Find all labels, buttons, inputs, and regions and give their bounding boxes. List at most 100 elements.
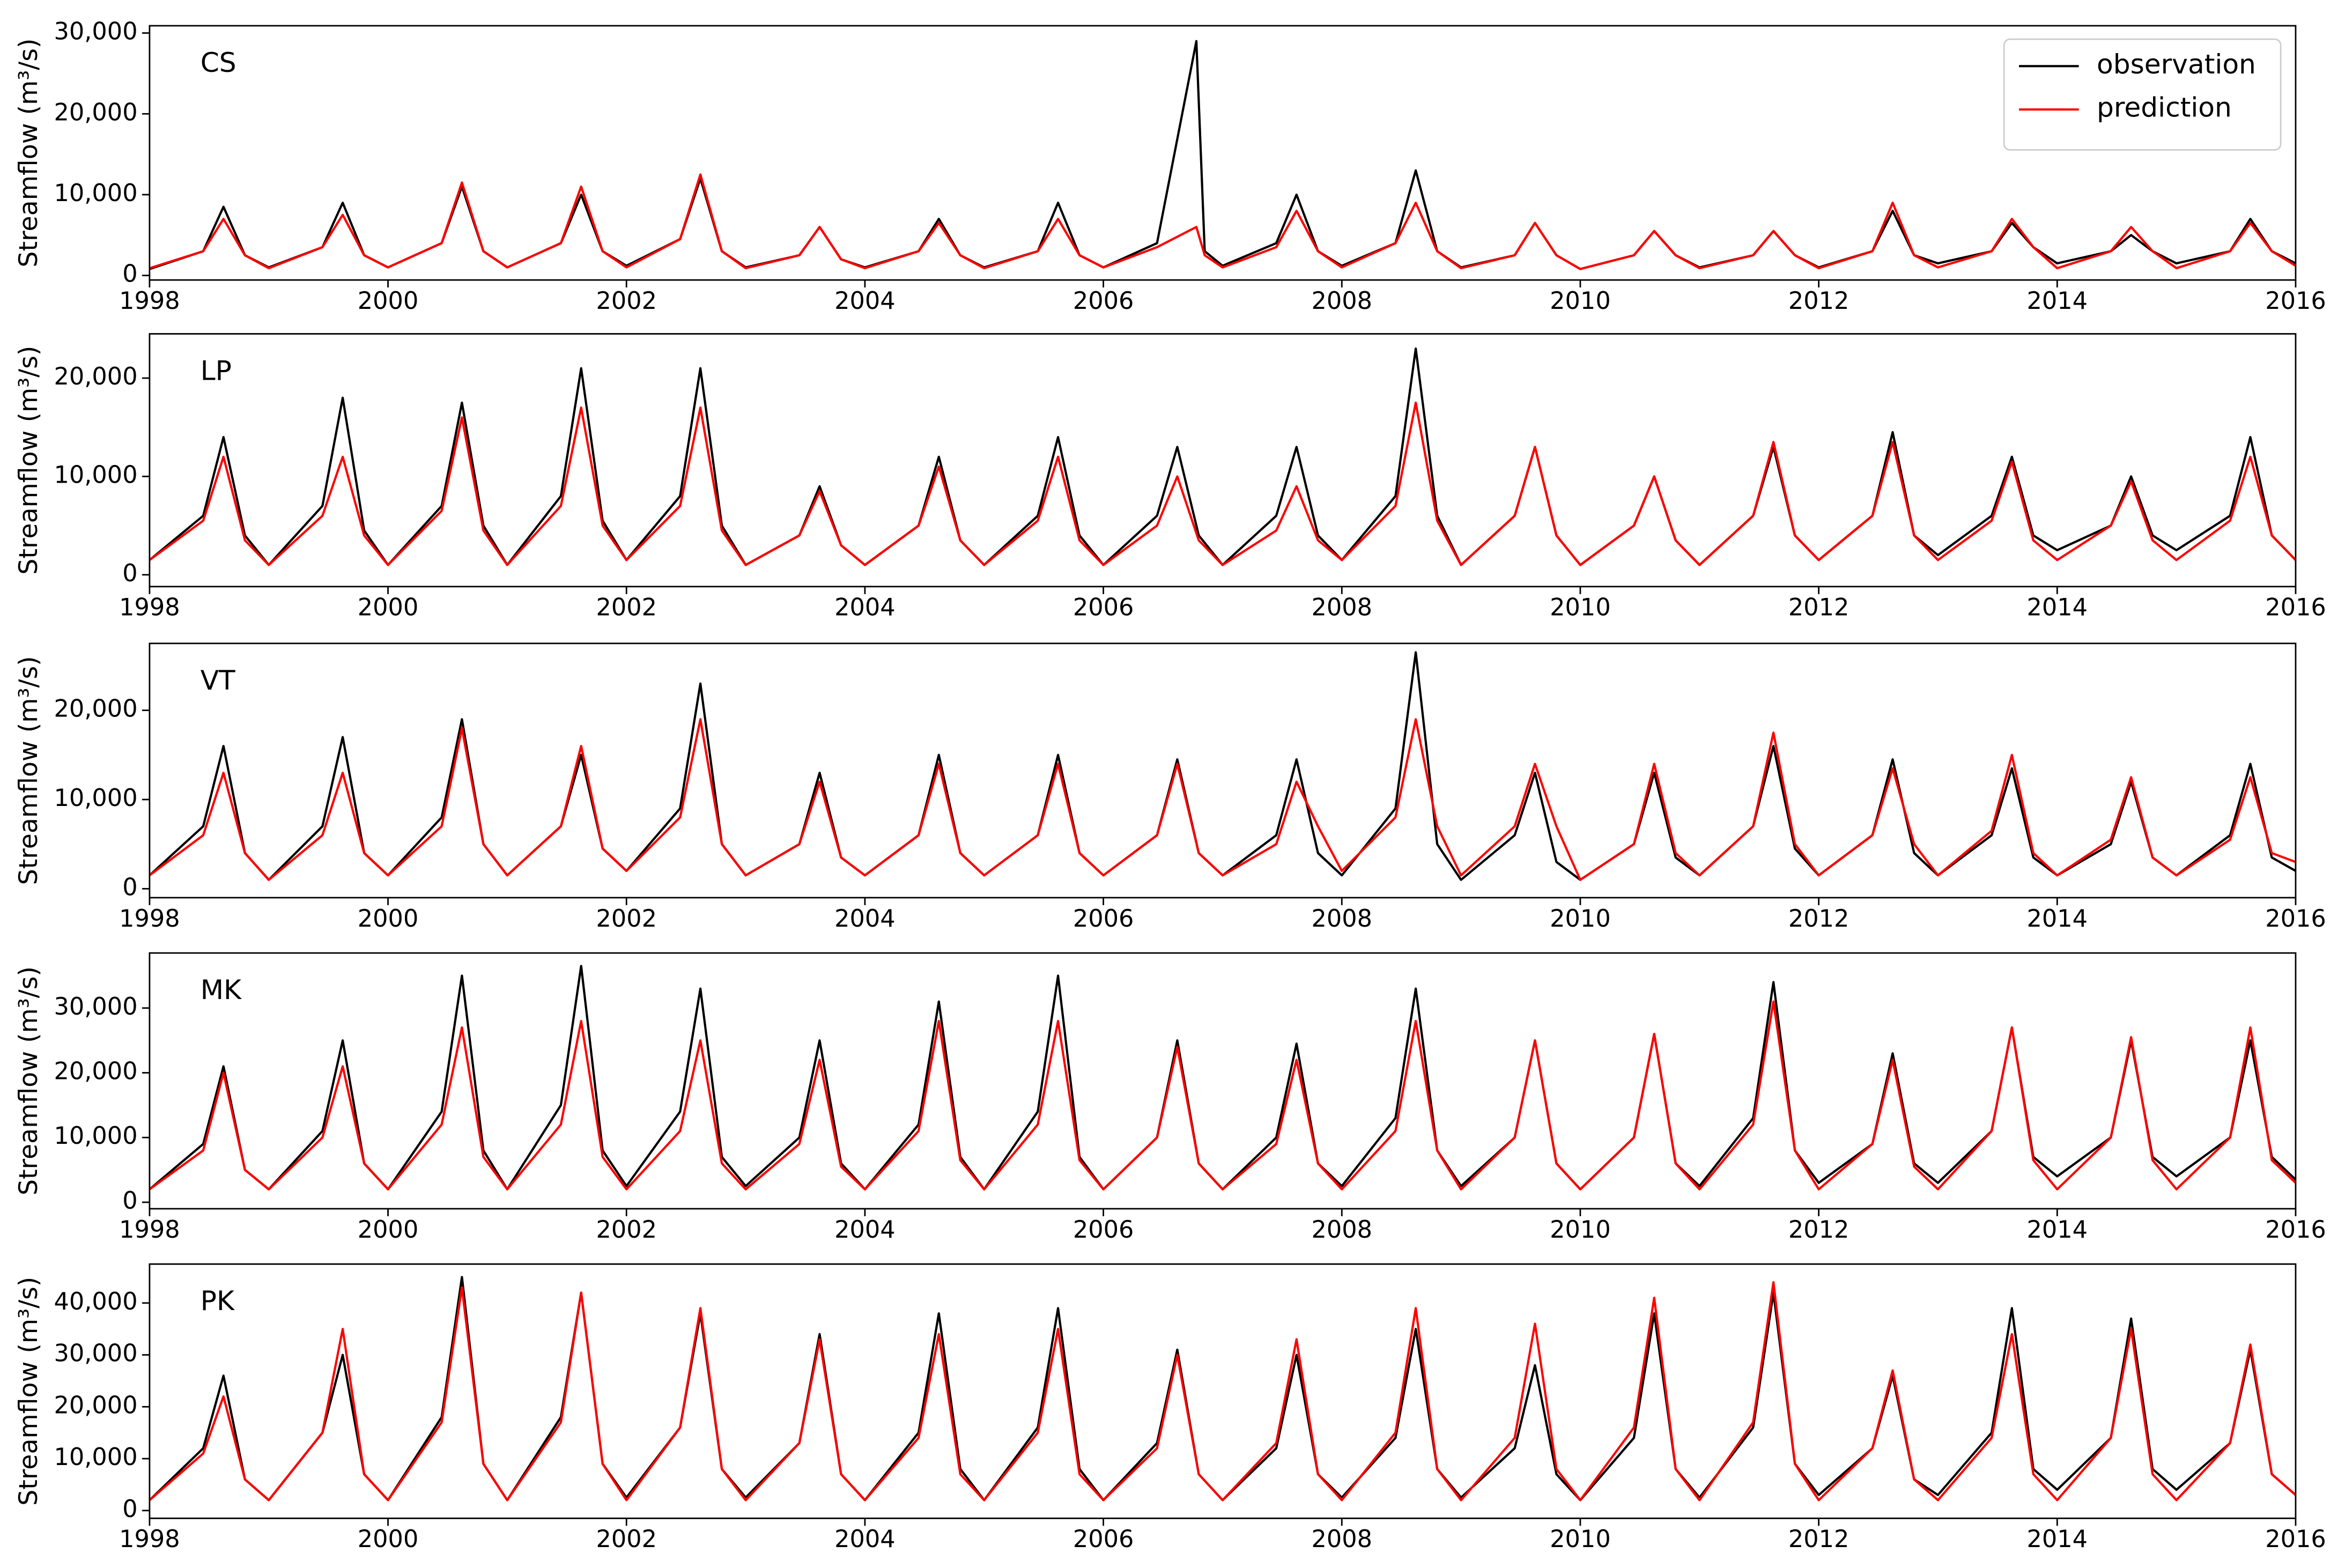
- panel: 0 10,000 20,000 30,000 40,000 1998 2000 2002 200…: [14, 1263, 2326, 1553]
- series-line: [149, 173, 2296, 270]
- plot-frame: [149, 333, 2297, 588]
- x-tick-label: 2008: [1312, 1216, 1373, 1244]
- y-tick-label: 30,000: [54, 18, 137, 46]
- x-tick-label: 2000: [358, 905, 419, 933]
- x-tick-label: 2002: [596, 287, 657, 315]
- y-axis-label: Streamflow (m³/s): [14, 656, 43, 885]
- x-tick-label: 2008: [1312, 905, 1373, 933]
- y-tick-label: 0: [122, 873, 137, 901]
- x-tick-label: 2002: [596, 905, 657, 933]
- x-tick-label: 2006: [1073, 1525, 1134, 1553]
- y-tick-label: 0: [122, 559, 137, 587]
- x-tick-label: 2014: [2027, 1525, 2088, 1553]
- x-tick-label: 2004: [834, 287, 896, 315]
- y-axis-label: Streamflow (m³/s): [14, 39, 43, 268]
- x-tick-label: 2010: [1550, 287, 1611, 315]
- x-tick-label: 1998: [119, 905, 180, 933]
- x-tick-label: 2010: [1550, 1525, 1611, 1553]
- legend-label: prediction: [2097, 92, 2232, 123]
- x-tick-label: 2002: [596, 594, 657, 622]
- x-tick-label: 1998: [119, 287, 180, 315]
- x-tick-label: 2004: [834, 905, 896, 933]
- x-tick-label: 2012: [1788, 1525, 1850, 1553]
- plot-frame: [149, 642, 2297, 899]
- x-tick-label: 2010: [1550, 1216, 1611, 1244]
- x-tick-label: 2014: [2027, 594, 2088, 622]
- x-tick-label: 2012: [1788, 905, 1850, 933]
- x-tick-label: 2014: [2027, 1216, 2088, 1244]
- x-tick-label: 2016: [2265, 287, 2326, 315]
- panel: 0 10,000 20,000 1998 2000 2002 2004 2006 2008 201…: [14, 642, 2326, 933]
- x-tick-label: 2012: [1788, 594, 1850, 622]
- x-tick-label: 2000: [358, 594, 419, 622]
- y-axis-label: Streamflow (m³/s): [14, 1277, 43, 1506]
- x-tick-label: 2006: [1073, 594, 1134, 622]
- y-tick-label: 20,000: [54, 1391, 137, 1419]
- series-line: [149, 40, 2296, 270]
- x-tick-label: 2002: [596, 1216, 657, 1244]
- x-tick-label: 2008: [1312, 287, 1373, 315]
- x-tick-label: 2012: [1788, 287, 1850, 315]
- x-tick-label: 2014: [2027, 905, 2088, 933]
- y-tick-label: 10,000: [54, 1443, 137, 1471]
- panel-label: LP: [201, 355, 232, 387]
- x-tick-label: 2016: [2265, 1216, 2326, 1244]
- x-tick-label: 2016: [2265, 905, 2326, 933]
- x-tick-label: 2000: [358, 1216, 419, 1244]
- panel-label: MK: [201, 974, 242, 1005]
- x-tick-label: 2004: [834, 594, 896, 622]
- x-tick-label: 2000: [358, 1525, 419, 1553]
- plot-frame: [149, 952, 2297, 1210]
- x-tick-label: 2006: [1073, 905, 1134, 933]
- x-tick-label: 2008: [1312, 1525, 1373, 1553]
- y-tick-label: 10,000: [54, 1122, 137, 1150]
- panel: 0 10,000 20,000 30,000 1998 2000 2002 2004 2006 2…: [14, 952, 2326, 1244]
- x-tick-label: 2002: [596, 1525, 657, 1553]
- y-tick-label: 0: [122, 1495, 137, 1523]
- y-axis-label: Streamflow (m³/s): [14, 346, 43, 575]
- panel-label: VT: [201, 664, 235, 696]
- y-axis-label: Streamflow (m³/s): [14, 966, 43, 1195]
- x-tick-label: 2010: [1550, 905, 1611, 933]
- x-tick-label: 2006: [1073, 1216, 1134, 1244]
- x-tick-label: 2012: [1788, 1216, 1850, 1244]
- x-tick-label: 2014: [2027, 287, 2088, 315]
- panel-label: PK: [201, 1285, 235, 1316]
- x-tick-label: 2010: [1550, 594, 1611, 622]
- x-tick-label: 2008: [1312, 594, 1373, 622]
- panel: 0 10,000 20,000 30,000 1998 2000 2002 2004 2006 2…: [14, 18, 2326, 315]
- y-tick-label: 40,000: [54, 1288, 137, 1315]
- y-tick-label: 0: [122, 1187, 137, 1215]
- y-tick-label: 10,000: [54, 461, 137, 489]
- y-tick-label: 30,000: [54, 1340, 137, 1367]
- series-line: [149, 1000, 2296, 1190]
- x-tick-label: 1998: [119, 1525, 180, 1553]
- y-tick-label: 20,000: [54, 98, 137, 126]
- panel-label: CS: [201, 47, 236, 78]
- x-tick-label: 2016: [2265, 1525, 2326, 1553]
- series-line: [149, 1281, 2296, 1502]
- y-tick-label: 0: [122, 260, 137, 288]
- plot-frame: [149, 25, 2297, 281]
- series-line: [149, 718, 2296, 881]
- series-line: [149, 401, 2296, 566]
- x-tick-label: 2016: [2265, 594, 2326, 622]
- y-tick-label: 10,000: [54, 784, 137, 812]
- series-line: [149, 965, 2296, 1190]
- series-line: [149, 1276, 2296, 1502]
- x-tick-label: 1998: [119, 594, 180, 622]
- x-tick-label: 1998: [119, 1216, 180, 1244]
- y-tick-label: 20,000: [54, 695, 137, 723]
- x-tick-label: 2000: [358, 287, 419, 315]
- x-tick-label: 2004: [834, 1216, 896, 1244]
- y-tick-label: 10,000: [54, 179, 137, 207]
- panel: 0 10,000 20,000 1998 2000 2002 2004 2006 2008 201…: [14, 333, 2326, 622]
- legend-label: observation: [2097, 48, 2256, 80]
- y-tick-label: 30,000: [54, 993, 137, 1020]
- x-tick-label: 2004: [834, 1525, 896, 1553]
- plot-frame: [149, 1263, 2297, 1519]
- x-tick-label: 2006: [1073, 287, 1134, 315]
- y-tick-label: 20,000: [54, 363, 137, 390]
